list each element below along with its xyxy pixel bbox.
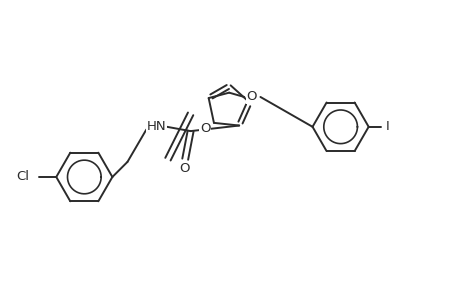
Text: Cl: Cl [16, 170, 29, 184]
Text: O: O [179, 162, 190, 175]
Text: O: O [200, 122, 210, 135]
Text: I: I [385, 120, 389, 133]
Text: HN: HN [146, 120, 166, 133]
Text: O: O [246, 91, 257, 103]
